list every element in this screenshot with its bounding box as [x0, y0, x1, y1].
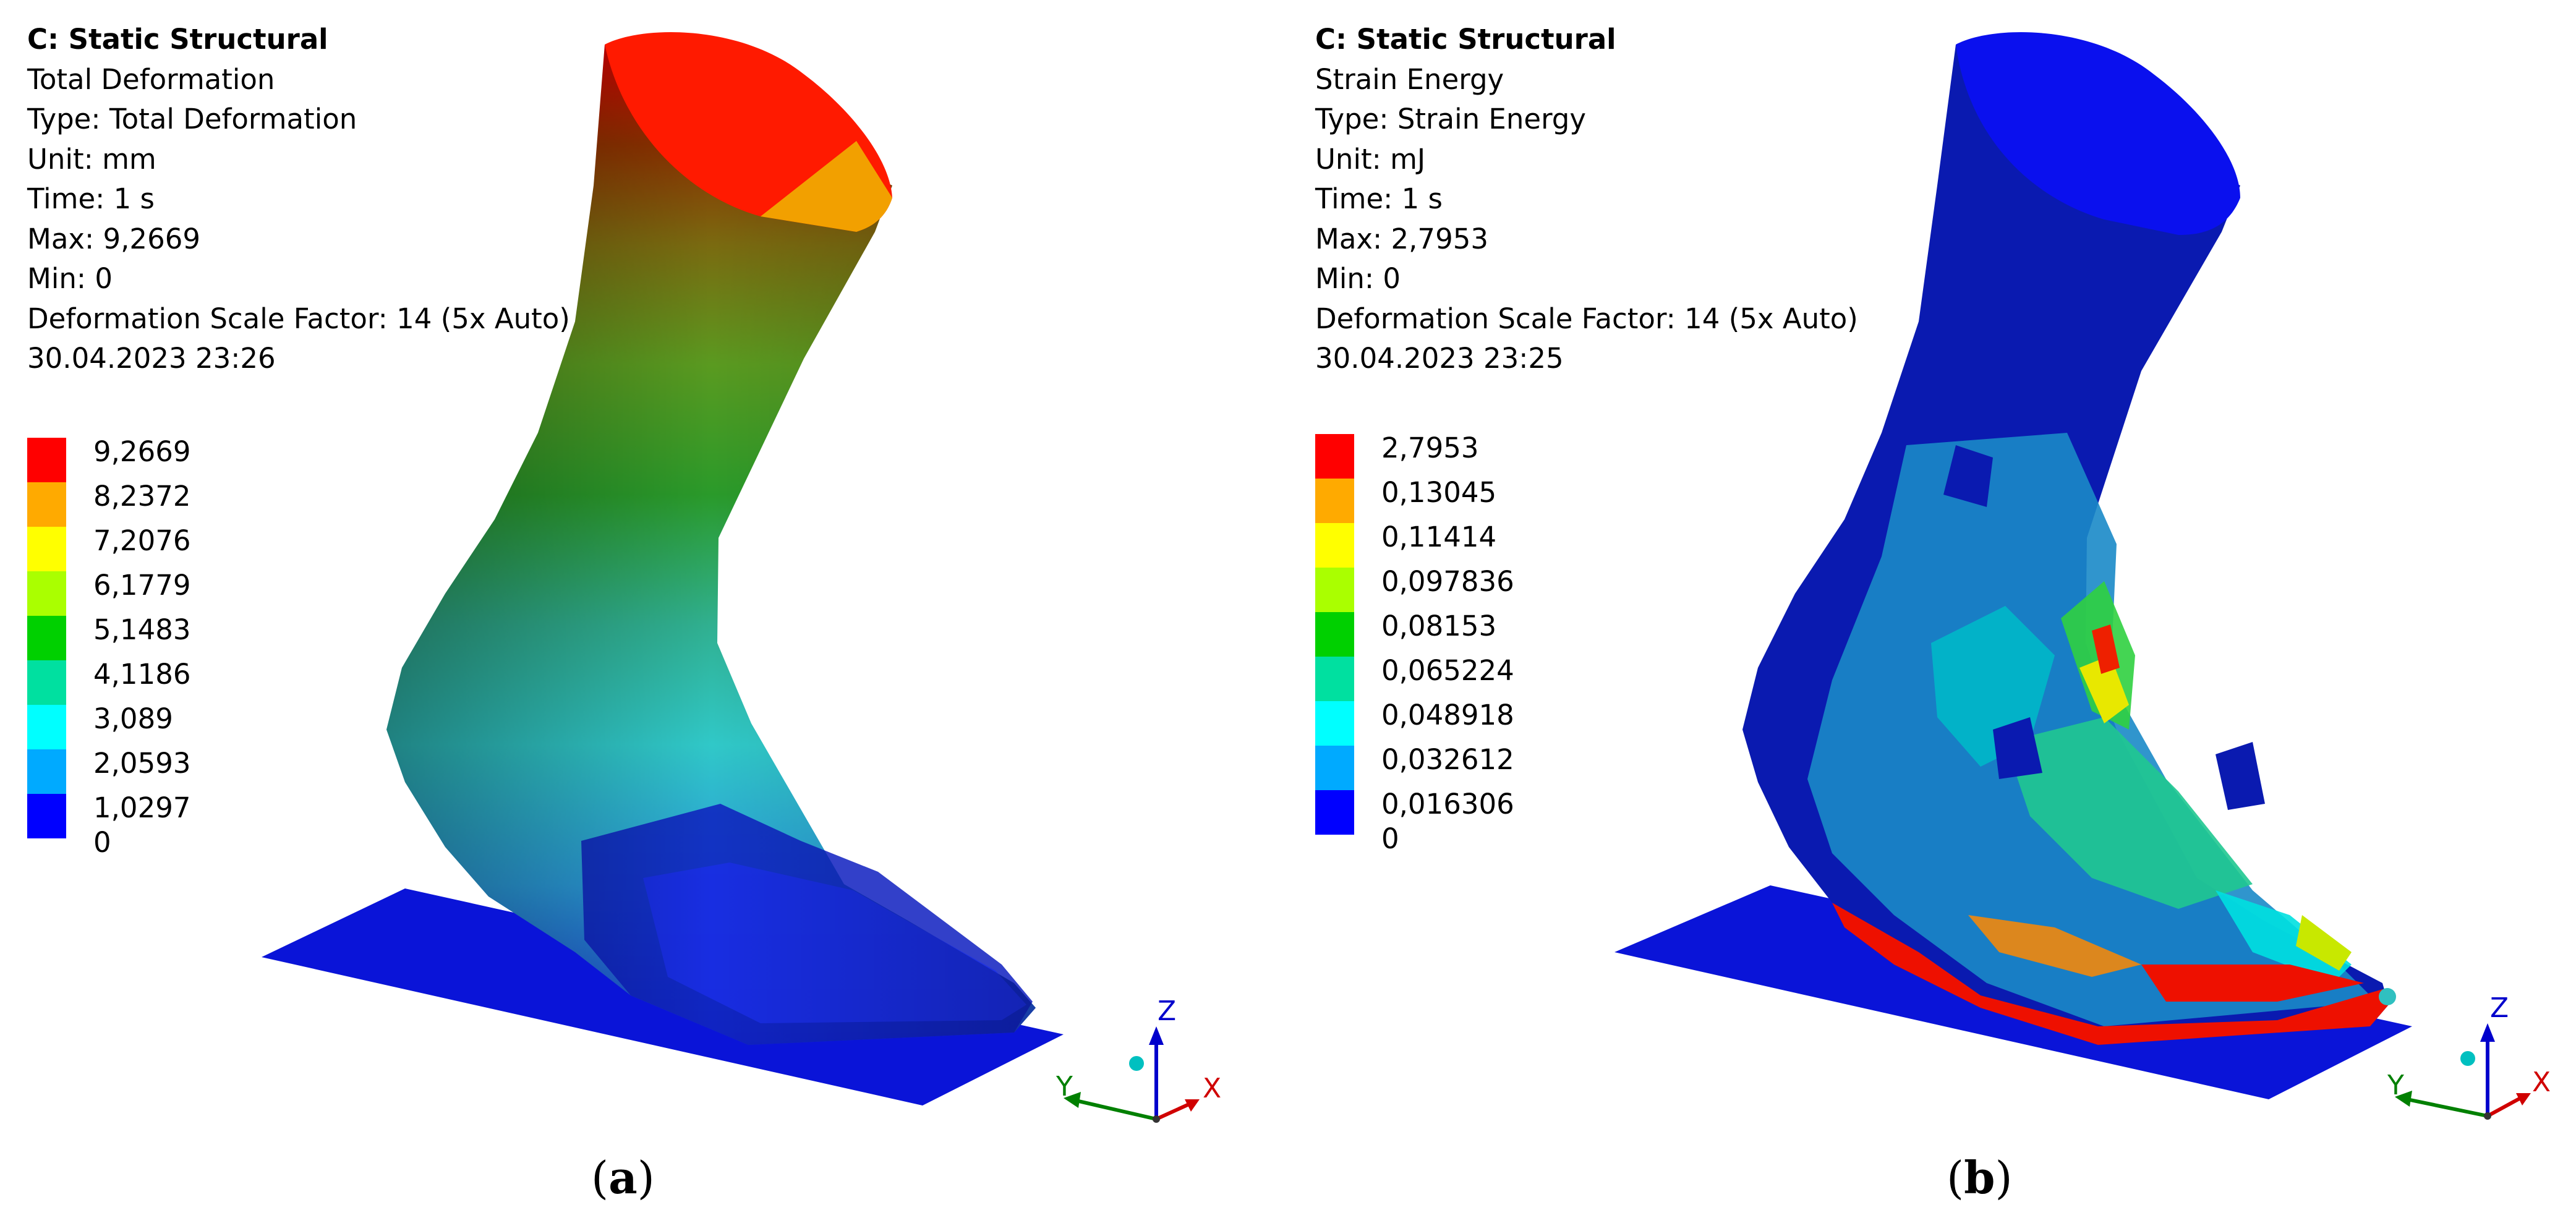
legend-swatch: [1315, 523, 1354, 568]
panel-strain-energy: C: Static Structural Strain Energy Type:…: [1288, 0, 2576, 1231]
legend-value: 0,048918: [1381, 699, 1514, 731]
legend-value: 1,0297: [93, 791, 191, 824]
legend-swatch: [27, 794, 66, 838]
result-type: Type: Total Deformation: [27, 103, 357, 135]
result-info-block: C: Static Structural Strain Energy Type:…: [1315, 20, 1858, 379]
legend-value: 0,11414: [1381, 521, 1497, 553]
legend-swatch: [27, 482, 66, 527]
legend-swatch: [27, 527, 66, 571]
legend-value: 8,2372: [93, 480, 191, 513]
legend-value: 0,016306: [1381, 788, 1514, 820]
legend-value: 0,065224: [1381, 654, 1514, 687]
legend-swatch: [1315, 657, 1354, 701]
model-viewport[interactable]: [0, 0, 1288, 1231]
result-max: Max: 2,7953: [1315, 222, 1488, 255]
legend-value: 2,0593: [93, 747, 191, 780]
legend-swatch: [27, 705, 66, 749]
triad-x-label: X: [2532, 1067, 2551, 1098]
result-info-block: C: Static Structural Total Deformation T…: [27, 20, 570, 379]
model-viewport[interactable]: [1288, 0, 2576, 1231]
result-unit: Unit: mJ: [1315, 142, 1426, 176]
result-min: Min: 0: [27, 262, 113, 295]
triad-x-label: X: [1203, 1073, 1221, 1104]
triad-y-label: Y: [2387, 1070, 2404, 1101]
legend-value: 6,1779: [93, 569, 191, 602]
deformation-scale-factor: Deformation Scale Factor: 14 (5x Auto): [1315, 302, 1858, 335]
result-min: Min: 0: [1315, 262, 1401, 295]
caption-letter: a: [608, 1151, 638, 1204]
triad-z-label: Z: [1158, 995, 1176, 1027]
triad-y-label: Y: [1056, 1071, 1073, 1102]
legend-value: 0,032612: [1381, 743, 1514, 776]
legend-swatch: [1315, 746, 1354, 790]
analysis-system-title: C: Static Structural: [27, 23, 328, 56]
legend-swatch: [1315, 434, 1354, 479]
triad-z-label: Z: [2490, 992, 2509, 1024]
legend-swatch: [1315, 568, 1354, 612]
legend-swatch: [27, 438, 66, 482]
legend-value: 2,7953: [1381, 432, 1479, 464]
legend-value: 0,097836: [1381, 565, 1514, 598]
legend-value: 7,2076: [93, 524, 191, 557]
legend-swatch: [27, 749, 66, 794]
result-time: Time: 1 s: [1315, 182, 1443, 215]
result-timestamp: 30.04.2023 23:25: [1315, 342, 1564, 375]
legend-swatch: [1315, 612, 1354, 657]
legend-swatch: [1315, 479, 1354, 523]
legend-swatch: [27, 660, 66, 705]
deformation-scale-factor: Deformation Scale Factor: 14 (5x Auto): [27, 302, 570, 335]
result-name: Total Deformation: [27, 62, 275, 96]
legend-value: 9,2669: [93, 435, 191, 468]
coordinate-triad: Z Y X: [1056, 995, 1221, 1123]
legend-value: 5,1483: [93, 613, 191, 646]
legend-value: 0,13045: [1381, 476, 1497, 509]
result-timestamp: 30.04.2023 23:26: [27, 342, 276, 375]
coordinate-triad: Z Y X: [2387, 992, 2551, 1120]
legend-min-value: 0: [1381, 822, 1399, 855]
legend-value: 3,089: [93, 702, 173, 735]
result-unit: Unit: mm: [27, 142, 156, 176]
result-type: Type: Strain Energy: [1315, 103, 1586, 135]
legend-swatch: [1315, 790, 1354, 835]
legend-swatch: [27, 616, 66, 660]
analysis-system-title: C: Static Structural: [1315, 23, 1616, 56]
panel-caption: (a): [591, 1151, 655, 1204]
leg-top-cap: [1956, 32, 2240, 235]
result-time: Time: 1 s: [27, 182, 155, 215]
panel-caption: (b): [1947, 1151, 2013, 1204]
result-max: Max: 9,2669: [27, 222, 200, 255]
legend-value: 0,08153: [1381, 610, 1497, 642]
legend-swatch: [1315, 701, 1354, 746]
legend-min-value: 0: [93, 826, 111, 859]
panel-total-deformation: C: Static Structural Total Deformation T…: [0, 0, 1288, 1231]
legend-swatch: [27, 571, 66, 616]
result-name: Strain Energy: [1315, 62, 1504, 96]
legend-value: 4,1186: [93, 658, 191, 691]
caption-letter: b: [1964, 1151, 1995, 1204]
